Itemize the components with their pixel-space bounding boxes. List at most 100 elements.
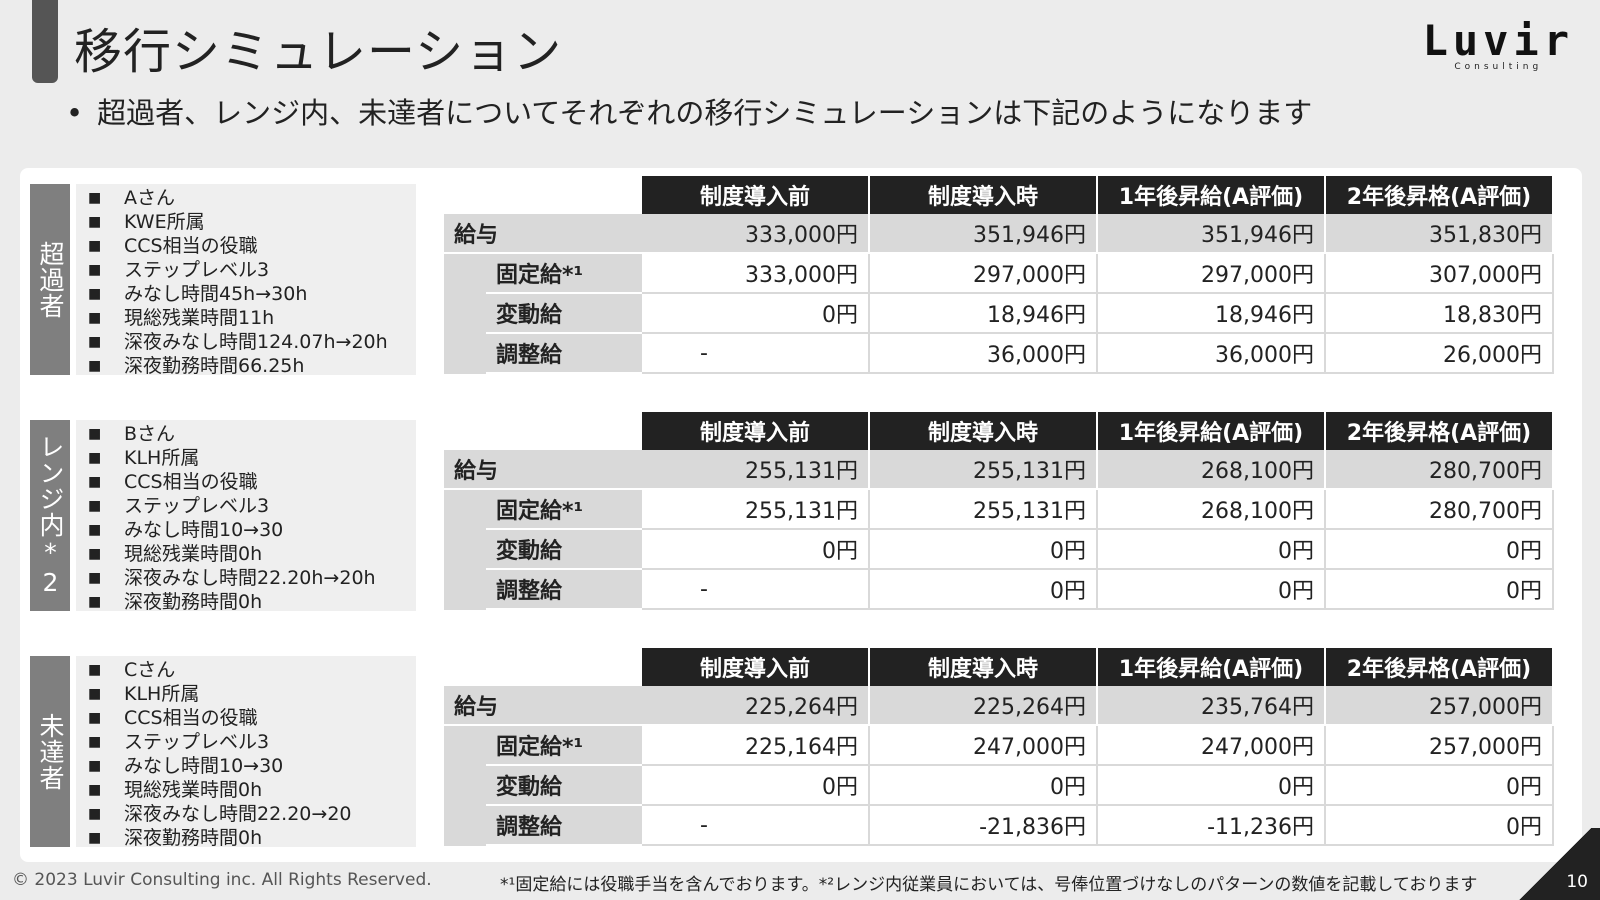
adjust-cell: 36,000円 [1098, 334, 1326, 374]
table-row-variable: 変動給 0円 0円 0円 0円 [444, 530, 1554, 570]
table-row-fixed: 固定給*¹ 255,131円 255,131円 268,100円 280,700円 [444, 490, 1554, 530]
fixed-cell: 247,000円 [1098, 726, 1326, 766]
adjust-cell: 0円 [1326, 570, 1554, 610]
column-header: 1年後昇給(A評価) [1098, 412, 1326, 450]
fact-item: ■ 深夜勤務時間0h [88, 590, 416, 614]
salary-table: 制度導入前 制度導入時 1年後昇給(A評価) 2年後昇格(A評価) 給与 255,131円… [444, 412, 1554, 610]
fact-item: ■ CCS相当の役職 [88, 706, 416, 730]
fact-text: 深夜勤務時間0h [124, 591, 263, 613]
adjust-cell: - [642, 570, 870, 610]
variable-cell: 18,830円 [1326, 294, 1554, 334]
section-below: 未達者 ■ Cさん ■ KLH所属 ■ CCS相当の役職 ■ ステップレベル3 ■ みなし時間10→… [20, 640, 1582, 849]
fact-text: ステップレベル3 [124, 495, 270, 517]
simulation-panel: 超過者 ■ Aさん ■ KWE所属 ■ CCS相当の役職 ■ ステップレベル3 ■ みなし時間45h… [20, 168, 1582, 862]
fact-item: ■ ステップレベル3 [88, 494, 416, 518]
variable-cell: 0円 [1098, 530, 1326, 570]
square-bullet-icon: ■ [88, 358, 102, 374]
logo-subtext: Consulting [1454, 62, 1543, 72]
total-cell: 333,000円 [642, 214, 870, 254]
row-label-variable: 変動給 [486, 766, 642, 806]
fact-text: みなし時間45h→30h [124, 283, 308, 305]
adjust-cell: 0円 [870, 570, 1098, 610]
fact-item: ■ CCS相当の役職 [88, 234, 416, 258]
fact-text: 現総残業時間0h [124, 779, 263, 801]
fact-item: ■ みなし時間10→30 [88, 518, 416, 542]
square-bullet-icon: ■ [88, 262, 102, 278]
total-cell: 225,264円 [642, 686, 870, 726]
fact-item: ■ 深夜みなし時間22.20h→20h [88, 566, 416, 590]
fact-item: ■ CCS相当の役職 [88, 470, 416, 494]
square-bullet-icon: ■ [88, 238, 102, 254]
page-number: 10 [1566, 872, 1588, 892]
section-in-range: レンジ内*2 ■ Bさん ■ KLH所属 ■ CCS相当の役職 ■ ステップレベル3 ■ みなし時間… [20, 404, 1582, 613]
variable-cell: 0円 [642, 530, 870, 570]
fixed-cell: 297,000円 [1098, 254, 1326, 294]
column-header: 制度導入時 [870, 648, 1098, 686]
variable-cell: 0円 [1326, 530, 1554, 570]
variable-cell: 0円 [870, 766, 1098, 806]
fixed-cell: 333,000円 [642, 254, 870, 294]
fact-text: Aさん [124, 187, 175, 209]
fixed-cell: 255,131円 [642, 490, 870, 530]
fixed-cell: 280,700円 [1326, 490, 1554, 530]
fact-text: CCS相当の役職 [124, 471, 258, 493]
fixed-cell: 257,000円 [1326, 726, 1554, 766]
section-label: 超過者 [30, 184, 70, 375]
fact-text: ステップレベル3 [124, 731, 270, 753]
bullet-dot: • [66, 96, 84, 130]
total-cell: 255,131円 [642, 450, 870, 490]
column-header: 1年後昇給(A評価) [1098, 648, 1326, 686]
square-bullet-icon: ■ [88, 286, 102, 302]
fact-item: ■ KWE所属 [88, 210, 416, 234]
title-accent-bar [32, 0, 58, 83]
total-cell: 257,000円 [1326, 686, 1554, 726]
total-cell: 351,946円 [870, 214, 1098, 254]
fact-text: 深夜勤務時間0h [124, 827, 263, 849]
column-header: 2年後昇格(A評価) [1326, 412, 1554, 450]
table-row-fixed: 固定給*¹ 225,164円 247,000円 247,000円 257,000円 [444, 726, 1554, 766]
square-bullet-icon: ■ [88, 474, 102, 490]
total-cell: 351,830円 [1326, 214, 1554, 254]
square-bullet-icon: ■ [88, 594, 102, 610]
row-indent [444, 334, 486, 374]
subtitle-text: 超過者、レンジ内、未達者についてそれぞれの移行シミュレーションは下記のようになり… [97, 96, 1313, 130]
row-indent [444, 490, 486, 530]
fact-item: ■ 深夜みなし時間22.20→20 [88, 802, 416, 826]
fact-item: ■ みなし時間10→30 [88, 754, 416, 778]
table-row-variable: 変動給 0円 0円 0円 0円 [444, 766, 1554, 806]
square-bullet-icon: ■ [88, 830, 102, 846]
variable-cell: 0円 [1098, 766, 1326, 806]
fixed-cell: 225,164円 [642, 726, 870, 766]
adjust-cell: 0円 [1098, 570, 1326, 610]
fact-text: 深夜みなし時間22.20→20 [124, 803, 352, 825]
table-row-total: 給与 225,264円 225,264円 235,764円 257,000円 [444, 686, 1554, 726]
row-indent [444, 254, 486, 294]
adjust-cell: - [642, 806, 870, 846]
fact-item: ■ 深夜みなし時間124.07h→20h [88, 330, 416, 354]
row-label-fixed: 固定給*¹ [486, 726, 642, 766]
square-bullet-icon: ■ [88, 450, 102, 466]
table-row-total: 給与 255,131円 255,131円 268,100円 280,700円 [444, 450, 1554, 490]
section-label: 未達者 [30, 656, 70, 847]
square-bullet-icon: ■ [88, 334, 102, 350]
copyright: © 2023 Luvir Consulting inc. All Rights … [12, 870, 432, 890]
employee-facts: ■ Bさん ■ KLH所属 ■ CCS相当の役職 ■ ステップレベル3 ■ みなし時間10→30 ■… [76, 420, 416, 614]
square-bullet-icon: ■ [88, 190, 102, 206]
fact-item: ■ KLH所属 [88, 446, 416, 470]
fact-text: CCS相当の役職 [124, 235, 258, 257]
fact-text: CCS相当の役職 [124, 707, 258, 729]
fact-item: ■ みなし時間45h→30h [88, 282, 416, 306]
fact-text: KLH所属 [124, 447, 200, 469]
row-indent [444, 726, 486, 766]
variable-cell: 0円 [642, 766, 870, 806]
fact-text: Bさん [124, 423, 176, 445]
table-row-adjust: 調整給 -0円 0円 0円 [444, 570, 1554, 610]
section-label: レンジ内*2 [30, 420, 70, 611]
square-bullet-icon: ■ [88, 710, 102, 726]
fact-item: ■ Aさん [88, 186, 416, 210]
fact-item: ■ 深夜勤務時間0h [88, 826, 416, 850]
total-cell: 255,131円 [870, 450, 1098, 490]
table-row-variable: 変動給 0円 18,946円 18,946円 18,830円 [444, 294, 1554, 334]
fact-text: Cさん [124, 659, 176, 681]
fact-item: ■ 現総残業時間0h [88, 542, 416, 566]
